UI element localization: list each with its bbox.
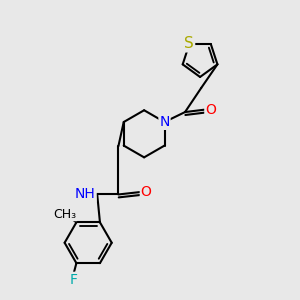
Text: O: O [141, 185, 152, 199]
Text: NH: NH [75, 188, 96, 202]
Text: S: S [184, 37, 194, 52]
Text: N: N [159, 115, 170, 129]
Text: O: O [205, 103, 216, 117]
Text: CH₃: CH₃ [54, 208, 77, 220]
Text: F: F [69, 273, 77, 286]
